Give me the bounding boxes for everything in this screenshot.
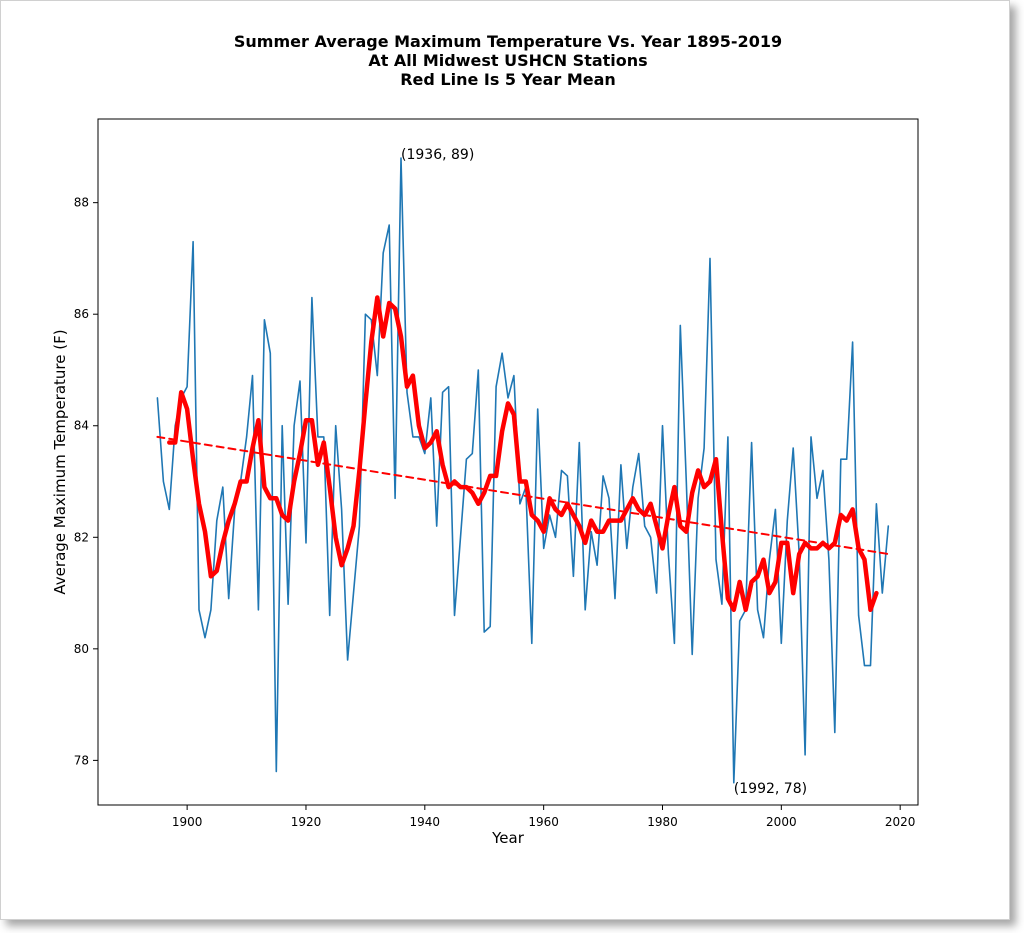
y-axis: 78 80 82 84 86 88 <box>74 196 98 767</box>
x-tick-label: 1960 <box>528 815 559 829</box>
axes-frame <box>97 118 919 806</box>
x-axis: 1900 1920 1940 1960 1980 2000 2020 <box>172 805 916 829</box>
annotation-label: (1992, 78) <box>734 781 807 797</box>
series-layer <box>156 157 890 784</box>
x-tick-label: 1920 <box>291 815 322 829</box>
trend-line <box>156 435 890 555</box>
y-tick-label: 82 <box>74 530 89 544</box>
y-tick-label: 78 <box>74 753 89 767</box>
y-tick-label: 80 <box>74 642 89 656</box>
chart-title-line-1: Summer Average Maximum Temperature Vs. Y… <box>233 32 783 51</box>
x-tick-label: 1900 <box>172 815 203 829</box>
y-tick-label: 84 <box>74 419 89 433</box>
annotation-layer: (1936, 89) (1992, 78) <box>401 147 807 797</box>
x-tick-label: 1940 <box>410 815 441 829</box>
x-tick-label: 2000 <box>766 815 797 829</box>
y-tick-label: 86 <box>74 307 89 321</box>
chart-title-line-2: At All Midwest USHCN Stations <box>368 51 648 70</box>
x-axis-label: Year <box>491 829 525 847</box>
x-tick-label: 2020 <box>885 815 916 829</box>
annual-temperature-line <box>156 157 890 784</box>
five-year-mean-line <box>167 295 879 613</box>
y-tick-label: 88 <box>74 196 89 210</box>
annotation-label: (1936, 89) <box>401 147 474 163</box>
chart-title-line-3: Red Line Is 5 Year Mean <box>400 70 616 89</box>
x-tick-label: 1980 <box>647 815 678 829</box>
plot-area: 1900 1920 1940 1960 1980 2000 2020 78 80 82 84 86 8… <box>74 118 919 829</box>
y-axis-label: Average Maximum Temperature (F) <box>51 329 69 594</box>
